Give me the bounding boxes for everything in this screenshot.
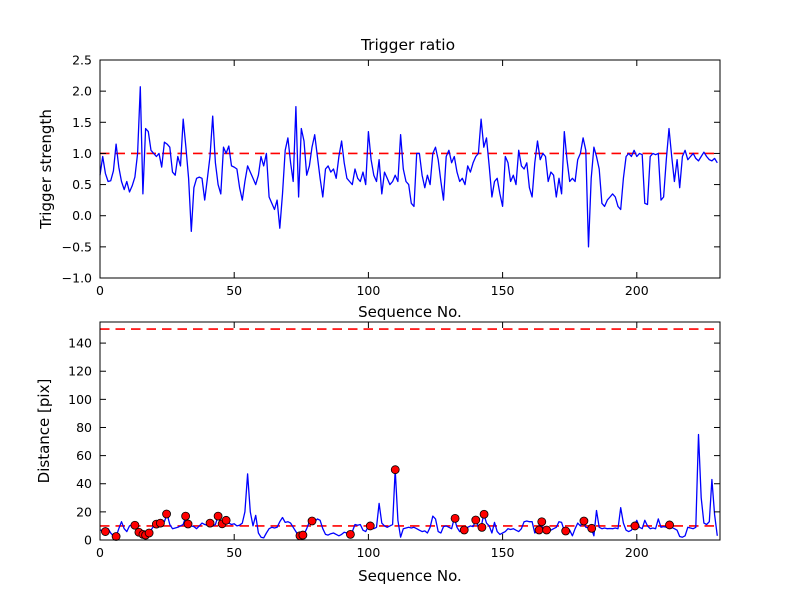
y-tick-label: 120	[68, 364, 92, 379]
y-tick-label: 20	[76, 504, 92, 519]
event-dot	[450, 513, 460, 523]
event-dot	[477, 522, 487, 532]
event-dot	[479, 509, 489, 519]
event-dot	[390, 465, 400, 475]
y-tick-label: 0.0	[72, 208, 92, 223]
y-tick-label: 0	[84, 533, 92, 548]
x-tick-label: 0	[96, 283, 104, 298]
event-dot	[365, 521, 375, 531]
event-dot	[130, 520, 140, 530]
event-dot	[155, 518, 165, 528]
event-dot	[181, 511, 191, 521]
event-dot	[213, 511, 223, 521]
x-tick-label: 150	[491, 283, 515, 298]
event-dot	[307, 516, 317, 526]
distance-line	[100, 433, 718, 539]
event-dot	[579, 516, 589, 526]
event-dot	[205, 518, 215, 528]
event-dot	[471, 515, 481, 525]
event-dot	[346, 529, 355, 539]
y-tick-label: 40	[76, 476, 92, 491]
y-tick-label: −0.5	[62, 239, 92, 254]
event-dot	[561, 526, 571, 536]
chart-title: Trigger ratio	[360, 36, 456, 54]
event-dot	[221, 515, 231, 525]
x-tick-label: 150	[491, 545, 515, 560]
event-dot	[459, 525, 469, 535]
y-tick-label: 140	[68, 336, 92, 351]
y-tick-label: 1.5	[72, 115, 92, 130]
y-tick-label: 1.0	[72, 146, 92, 161]
event-dot	[144, 528, 154, 538]
y-tick-label: 2.0	[72, 84, 92, 99]
x-tick-label: 0	[96, 545, 104, 560]
event-dot	[162, 509, 171, 519]
event-dot	[587, 523, 597, 533]
x-tick-label: 200	[625, 283, 649, 298]
event-dot	[542, 525, 552, 535]
bottom-xlabel: Sequence No.	[358, 567, 462, 585]
x-tick-label: 100	[356, 545, 380, 560]
x-tick-label: 100	[356, 283, 380, 298]
event-dot	[100, 527, 110, 536]
y-tick-label: 0.5	[72, 177, 92, 192]
x-tick-label: 50	[226, 545, 242, 560]
event-dot	[111, 532, 121, 541]
y-tick-label: 2.5	[72, 53, 92, 68]
y-tick-label: 80	[76, 420, 92, 435]
event-dot	[665, 520, 674, 530]
event-dot	[298, 530, 308, 540]
event-dot	[183, 519, 193, 529]
y-tick-label: 100	[68, 392, 92, 407]
axes-frame	[99, 321, 721, 541]
event-dot	[537, 517, 547, 527]
top-xlabel: Sequence No.	[358, 303, 462, 321]
axes-frame	[99, 59, 721, 279]
y-tick-label: 60	[76, 448, 92, 463]
top-ylabel: Trigger strength	[37, 109, 55, 229]
event-dot	[630, 521, 640, 531]
x-tick-label: 200	[625, 545, 649, 560]
event-dot	[534, 525, 544, 535]
bottom-ylabel: Distance [pix]	[35, 378, 53, 484]
x-tick-label: 50	[226, 283, 242, 298]
y-tick-label: −1.0	[62, 271, 92, 286]
trigger-strength-line	[99, 86, 718, 248]
